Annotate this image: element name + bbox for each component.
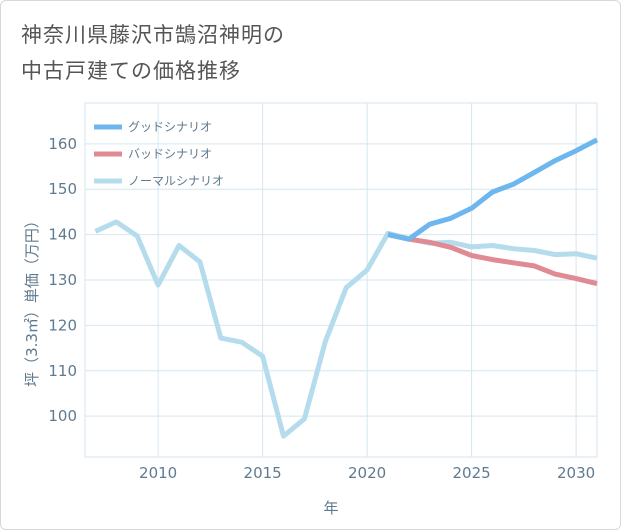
x-tick-label: 2030 xyxy=(557,464,595,482)
y-tick-label: 100 xyxy=(48,407,77,425)
legend-label: グッドシナリオ xyxy=(128,120,212,134)
y-tick-label: 130 xyxy=(48,271,77,289)
x-tick-label: 2020 xyxy=(348,464,386,482)
series-line-1 xyxy=(387,232,598,287)
y-tick-label: 150 xyxy=(48,180,77,198)
y-tick-label: 140 xyxy=(48,226,77,244)
chart-title: 神奈川県藤沢市鵠沼神明の 中古戸建ての価格推移 xyxy=(21,23,285,83)
y-axis-label: 坪（3.3㎡）単価（万円） xyxy=(23,213,41,387)
series-line-0 xyxy=(387,137,599,242)
x-tick-label: 2010 xyxy=(139,464,177,482)
axes: 100 110 120 130 140 150 160 2010 2015 2020 2025 203… xyxy=(48,135,595,482)
legend-label: バッドシナリオ xyxy=(128,147,212,161)
y-tick-label: 110 xyxy=(48,362,77,380)
y-tick-label: 120 xyxy=(48,316,77,334)
series-line-2 xyxy=(94,219,598,439)
series-lines xyxy=(94,137,599,439)
x-tick-label: 2015 xyxy=(244,464,282,482)
y-tick-label: 160 xyxy=(48,135,77,153)
x-axis-label: 年 xyxy=(323,499,338,517)
grid xyxy=(84,102,598,458)
legend-label: ノーマルシナリオ xyxy=(128,174,224,188)
x-tick-label: 2025 xyxy=(453,464,491,482)
